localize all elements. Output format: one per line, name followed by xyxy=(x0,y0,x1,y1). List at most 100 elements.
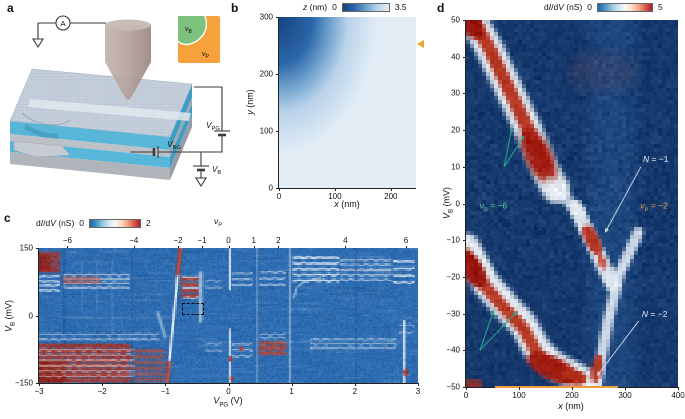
tick-mark xyxy=(279,188,280,191)
d-xlabel: x (nm) xyxy=(558,401,584,411)
top-tick-label: −2 xyxy=(173,236,183,245)
panel-d-label: d xyxy=(437,1,445,15)
d-colorbar-min: 0 xyxy=(587,2,593,12)
tick-mark xyxy=(102,383,104,386)
tick-mark xyxy=(253,246,255,248)
x-tick-label: 100 xyxy=(328,192,342,201)
vpg-label: VPG xyxy=(206,121,220,132)
x-tick-label: 3 xyxy=(415,387,421,396)
tick-mark xyxy=(463,20,466,21)
d-colorbar-gradient xyxy=(597,2,654,12)
top-tick-label: 1 xyxy=(251,236,256,245)
tick-mark xyxy=(165,383,167,386)
d-ylabel: VB (mV) xyxy=(441,186,455,220)
tick-mark xyxy=(36,248,39,249)
tick-mark xyxy=(463,203,466,205)
ammeter: A xyxy=(55,15,71,31)
tick-mark xyxy=(39,383,40,386)
panel-c-label: c xyxy=(4,211,11,225)
y-tick-label: 10 xyxy=(451,162,460,172)
tick-mark xyxy=(334,188,336,191)
stm-tip xyxy=(105,19,151,100)
y-tick-label: 0 xyxy=(268,183,273,193)
linecut-extent-marker xyxy=(495,386,618,388)
tick-mark xyxy=(228,246,230,248)
y-tick-label: 150 xyxy=(19,243,33,253)
substrate-right-face xyxy=(170,115,192,180)
lattice-pattern xyxy=(10,69,192,137)
tick-mark xyxy=(463,166,466,168)
inset-nu-b-label: νB xyxy=(185,26,193,35)
panel-b-label: b xyxy=(231,1,239,15)
tick-mark xyxy=(276,17,279,18)
device-schematic: νB νP xyxy=(9,15,230,188)
tick-mark xyxy=(276,131,279,132)
substrate-front-face xyxy=(10,152,170,180)
c-ylabel: VB (mV) xyxy=(3,299,17,333)
x-tick-label: 0 xyxy=(276,192,282,201)
linecut-position-arrow xyxy=(417,40,424,49)
tick-mark xyxy=(354,383,356,386)
y-tick-label: 0 xyxy=(28,311,33,320)
x-tick-label: −2 xyxy=(97,387,107,396)
tick-mark xyxy=(276,74,279,75)
top-tick-label: −4 xyxy=(129,236,139,245)
top-tick-label: −1 xyxy=(197,236,207,245)
c-top-axis-title: νP xyxy=(214,216,223,229)
panel-a-label: a xyxy=(7,1,14,15)
circuit-wiring xyxy=(32,22,230,188)
y-tick-label: 50 xyxy=(451,15,460,25)
tick-mark xyxy=(572,387,573,390)
inset-nu-p-label: νP xyxy=(202,51,210,60)
tick-mark xyxy=(463,130,466,132)
b-colorbar-gradient xyxy=(341,2,390,12)
x-tick-label: 300 xyxy=(618,391,632,400)
c-colorbar: dI/dV (nS) 0 2 xyxy=(36,218,151,228)
sample-stack xyxy=(9,68,193,180)
y-tick-label: −30 xyxy=(446,309,460,319)
tick-mark xyxy=(133,246,135,248)
tick-mark xyxy=(418,383,419,386)
c-xlabel: VPG (V) xyxy=(213,395,243,409)
tick-mark xyxy=(36,383,39,384)
ammeter-label: A xyxy=(60,19,65,28)
d-colorbar: dI/dV (nS) 0 5 xyxy=(544,2,663,12)
top-tick-label: 0 xyxy=(226,236,231,245)
tick-mark xyxy=(463,387,466,388)
x-tick-label: −1 xyxy=(160,387,170,396)
c-colorbar-min: 0 xyxy=(79,218,85,228)
layer-blue-top-front-face xyxy=(10,121,170,150)
tick-mark xyxy=(625,387,626,390)
ground-symbol-left xyxy=(32,38,44,49)
tick-mark xyxy=(177,246,179,248)
c-colorbar-title: dI/dV (nS) xyxy=(36,218,75,228)
b-colorbar-max: 3.5 xyxy=(394,2,407,12)
y-tick-label: 30 xyxy=(451,88,460,98)
top-tick-label: 2 xyxy=(276,236,281,245)
b-colorbar-title: z (nm) xyxy=(303,2,328,12)
y-tick-label: −10 xyxy=(446,235,460,245)
tick-mark xyxy=(276,188,279,189)
y-tick-label: −40 xyxy=(446,345,460,355)
x-tick-label: −3 xyxy=(34,387,44,396)
tick-mark xyxy=(463,276,466,278)
tick-mark xyxy=(463,56,466,58)
tick-mark xyxy=(228,383,230,386)
y-tick-label: −150 xyxy=(14,378,33,388)
b-colorbar: z (nm) 0 3.5 xyxy=(303,2,407,12)
scan-line-band xyxy=(28,99,191,121)
top-tick-label: 4 xyxy=(343,236,348,245)
tick-mark xyxy=(463,93,466,95)
d-colorbar-title: dI/dV (nS) xyxy=(544,2,583,12)
x-tick-label: 200 xyxy=(565,391,579,400)
vb-label: VB xyxy=(212,165,221,176)
y-tick-label: −20 xyxy=(446,272,460,282)
y-tick-label: 300 xyxy=(259,12,273,22)
y-tick-label: 0 xyxy=(455,199,460,208)
tick-mark xyxy=(405,246,407,248)
b-xlabel: x (nm) xyxy=(334,199,360,209)
y-tick-label: 100 xyxy=(259,126,273,136)
tick-mark xyxy=(390,188,392,191)
y-tick-label: 20 xyxy=(451,125,460,135)
